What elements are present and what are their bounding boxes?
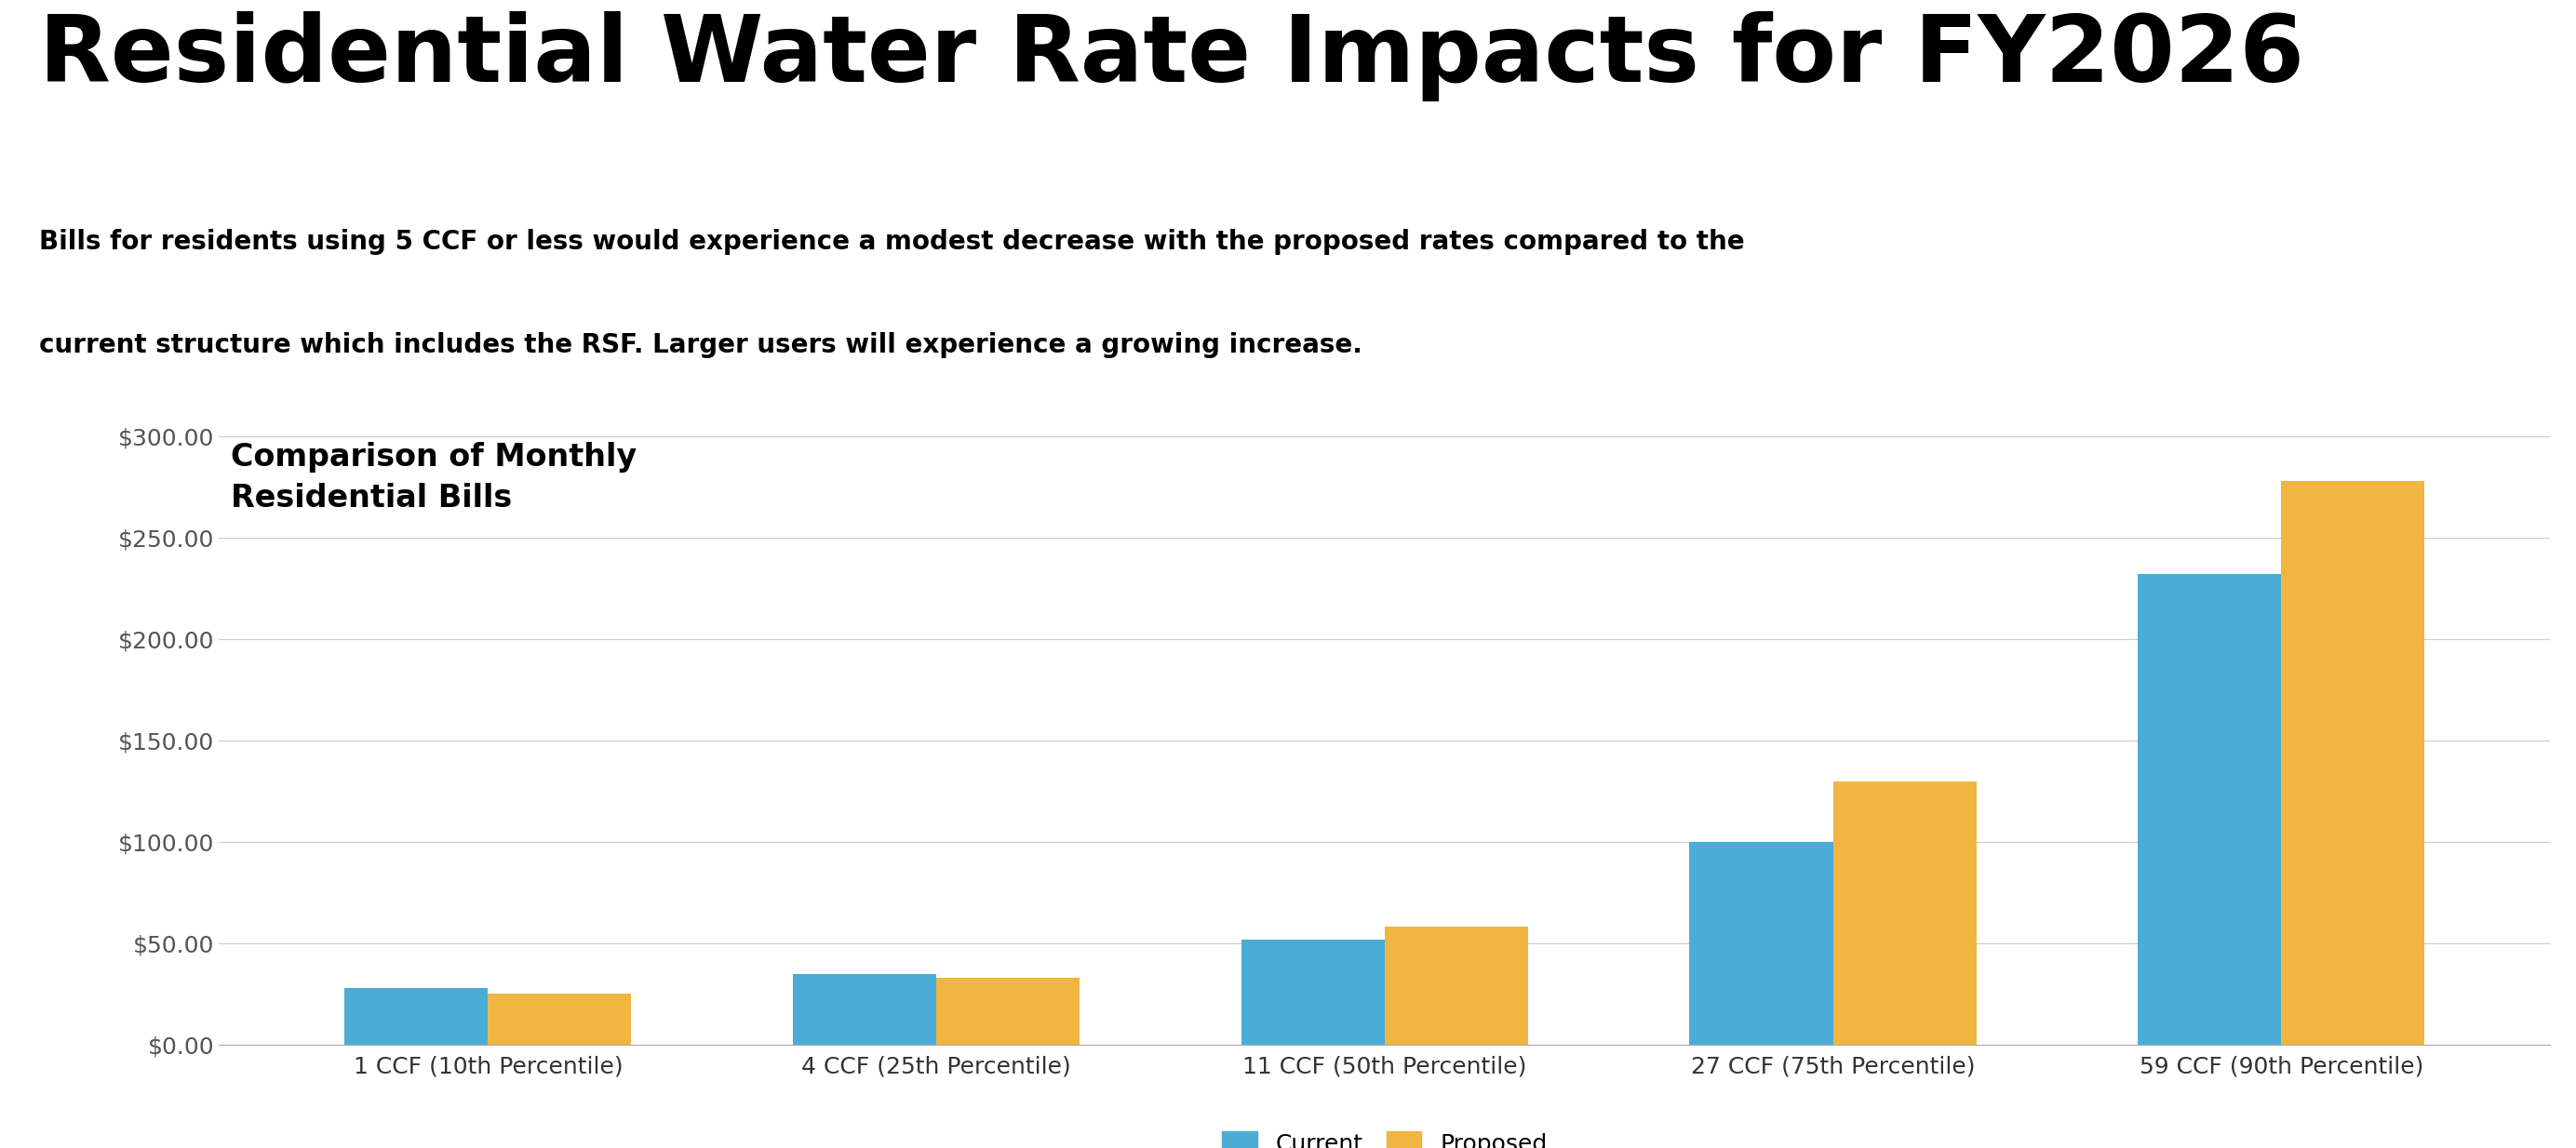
Bar	[1690, 841, 1834, 1045]
Bar	[2138, 574, 2282, 1045]
Text: Comparison of Monthly
Residential Bills: Comparison of Monthly Residential Bills	[232, 442, 636, 513]
Bar	[345, 988, 487, 1045]
Text: Bills for residents using 5 CCF or less would experience a modest decrease with : Bills for residents using 5 CCF or less …	[39, 228, 1744, 255]
Bar	[2282, 481, 2424, 1045]
Bar	[1386, 928, 1528, 1045]
Legend: Current, Proposed: Current, Proposed	[1211, 1119, 1558, 1148]
Bar	[935, 978, 1079, 1045]
Text: Residential Water Rate Impacts for FY2026: Residential Water Rate Impacts for FY202…	[39, 11, 2303, 102]
Bar	[1242, 939, 1386, 1045]
Bar	[487, 994, 631, 1045]
Bar	[1834, 781, 1976, 1045]
Bar	[793, 974, 935, 1045]
Text: current structure which includes the RSF. Larger users will experience a growing: current structure which includes the RSF…	[39, 332, 1363, 358]
